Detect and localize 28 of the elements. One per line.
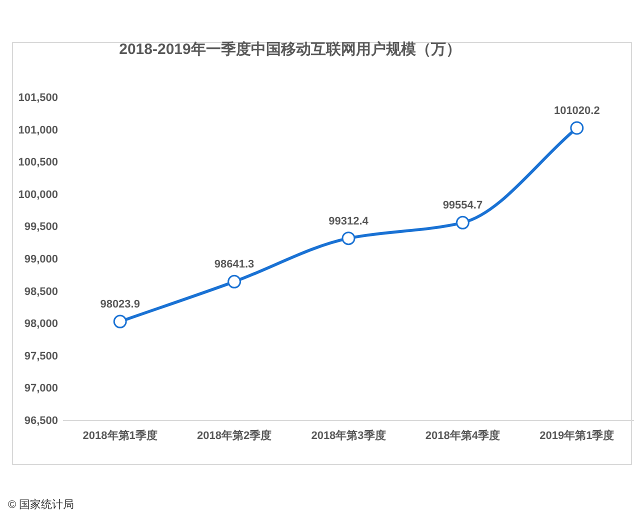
y-tick-label: 96,500 bbox=[24, 415, 58, 427]
point bbox=[342, 232, 356, 246]
y-tick-label: 99,500 bbox=[24, 221, 58, 234]
data-label: 101020.2 bbox=[554, 104, 600, 117]
chart-title: 2018-2019年一季度中国移动互联网用户规模（万） bbox=[119, 40, 461, 58]
x-tick-label: 2018年第3季度 bbox=[311, 429, 386, 442]
y-tick-label: 97,000 bbox=[24, 382, 58, 395]
y-tick-label: 97,500 bbox=[24, 350, 58, 362]
x-tick-label: 2019年第1季度 bbox=[540, 429, 614, 442]
y-tick-label: 100,500 bbox=[18, 156, 58, 169]
point bbox=[570, 121, 584, 135]
data-label: 98641.3 bbox=[214, 258, 254, 271]
x-tick-label: 2018年第1季度 bbox=[82, 429, 158, 442]
y-tick-label: 101,500 bbox=[18, 92, 58, 104]
y-tick-label: 99,000 bbox=[24, 254, 58, 266]
point bbox=[456, 216, 470, 230]
y-tick-label: 98,000 bbox=[24, 318, 58, 330]
x-tick-label: 2018年第2季度 bbox=[197, 429, 272, 442]
y-tick-label: 100,000 bbox=[18, 188, 58, 201]
x-tick-label: 2018年第4季度 bbox=[425, 429, 500, 442]
y-tick-label: 98,500 bbox=[24, 286, 58, 298]
data-label: 99312.4 bbox=[328, 215, 370, 228]
y-tick-label: 101,000 bbox=[18, 124, 58, 136]
point bbox=[228, 274, 242, 288]
point bbox=[113, 314, 127, 328]
data-label: 99554.7 bbox=[442, 200, 483, 212]
text: © 国家统计局 bbox=[8, 498, 74, 511]
data-label: 98023.9 bbox=[100, 298, 140, 311]
